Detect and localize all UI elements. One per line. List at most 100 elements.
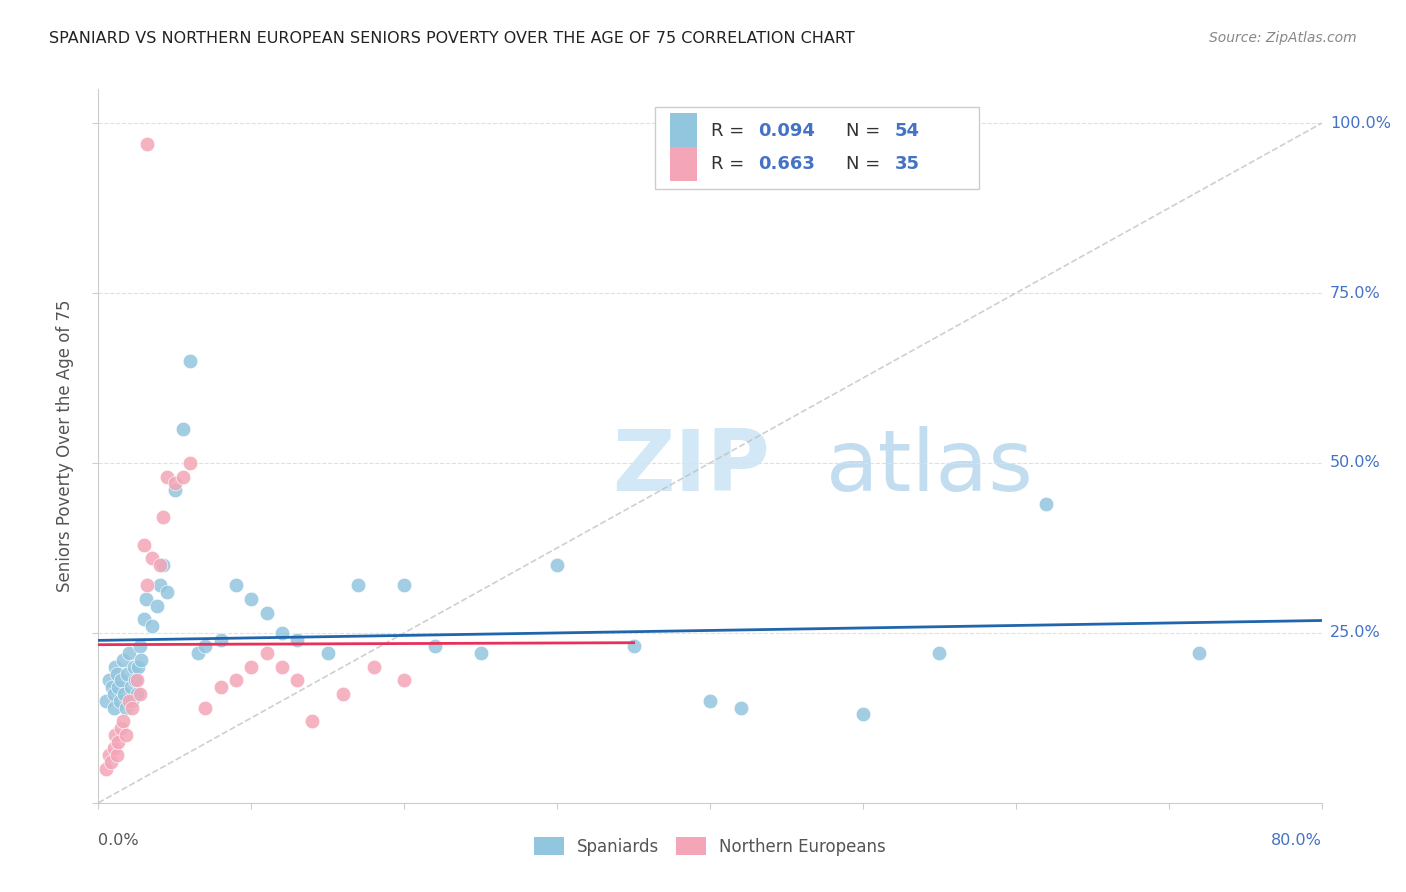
Point bbox=[136, 136, 159, 151]
Point bbox=[115, 700, 138, 714]
Point bbox=[105, 748, 128, 763]
Point bbox=[363, 660, 385, 674]
Point bbox=[94, 762, 117, 776]
Point bbox=[120, 680, 142, 694]
Point bbox=[101, 680, 124, 694]
Point bbox=[149, 578, 172, 592]
Point bbox=[104, 728, 127, 742]
Point bbox=[256, 606, 278, 620]
Point bbox=[111, 714, 134, 729]
Point bbox=[98, 748, 121, 763]
Text: 80.0%: 80.0% bbox=[1271, 833, 1322, 848]
Point bbox=[121, 700, 143, 714]
Text: ZIP: ZIP bbox=[612, 425, 770, 509]
Point bbox=[209, 680, 232, 694]
Point bbox=[225, 673, 247, 688]
Point bbox=[187, 646, 209, 660]
Point bbox=[179, 456, 201, 470]
Point bbox=[112, 687, 135, 701]
Point bbox=[103, 741, 125, 756]
Point bbox=[125, 687, 148, 701]
Point bbox=[156, 585, 179, 599]
Point bbox=[316, 646, 339, 660]
Point bbox=[129, 653, 152, 667]
Point bbox=[94, 694, 117, 708]
Point bbox=[699, 694, 721, 708]
Point bbox=[125, 673, 148, 688]
Text: 100.0%: 100.0% bbox=[1330, 116, 1391, 131]
Point bbox=[240, 660, 263, 674]
Point bbox=[103, 687, 125, 701]
Point bbox=[134, 612, 156, 626]
Point bbox=[134, 537, 156, 551]
Point bbox=[240, 591, 263, 606]
Point bbox=[256, 646, 278, 660]
Text: 0.0%: 0.0% bbox=[98, 833, 139, 848]
Text: R =: R = bbox=[711, 121, 751, 139]
Point bbox=[110, 673, 132, 688]
Point bbox=[145, 599, 167, 613]
FancyBboxPatch shape bbox=[669, 113, 696, 148]
Point bbox=[1188, 646, 1211, 660]
Point bbox=[110, 721, 132, 735]
Point bbox=[152, 558, 174, 572]
Point bbox=[136, 578, 159, 592]
Text: 0.663: 0.663 bbox=[758, 155, 814, 173]
Point bbox=[111, 653, 134, 667]
Point bbox=[730, 700, 752, 714]
Point bbox=[104, 660, 127, 674]
Point bbox=[118, 646, 141, 660]
Point bbox=[928, 646, 950, 660]
Point bbox=[285, 673, 308, 688]
Text: SPANIARD VS NORTHERN EUROPEAN SENIORS POVERTY OVER THE AGE OF 75 CORRELATION CHA: SPANIARD VS NORTHERN EUROPEAN SENIORS PO… bbox=[49, 31, 855, 46]
Text: 35: 35 bbox=[894, 155, 920, 173]
Text: 54: 54 bbox=[894, 121, 920, 139]
Point bbox=[105, 666, 128, 681]
Point bbox=[423, 640, 446, 654]
Point bbox=[301, 714, 323, 729]
Point bbox=[194, 700, 217, 714]
Point bbox=[156, 469, 179, 483]
Point bbox=[470, 646, 492, 660]
Text: 50.0%: 50.0% bbox=[1330, 456, 1381, 470]
Point bbox=[103, 700, 125, 714]
Point bbox=[172, 422, 194, 436]
Point bbox=[117, 666, 139, 681]
Point bbox=[152, 510, 174, 524]
Point bbox=[270, 660, 292, 674]
Point bbox=[128, 640, 150, 654]
Text: atlas: atlas bbox=[827, 425, 1035, 509]
Point bbox=[100, 755, 122, 769]
Text: N =: N = bbox=[846, 121, 886, 139]
Point bbox=[225, 578, 247, 592]
Point bbox=[108, 694, 131, 708]
Text: 0.094: 0.094 bbox=[758, 121, 814, 139]
Point bbox=[194, 640, 217, 654]
FancyBboxPatch shape bbox=[669, 147, 696, 181]
Point bbox=[209, 632, 232, 647]
Text: 75.0%: 75.0% bbox=[1330, 285, 1381, 301]
Point bbox=[107, 680, 129, 694]
Point bbox=[121, 694, 143, 708]
Point bbox=[392, 673, 416, 688]
Legend: Spaniards, Northern Europeans: Spaniards, Northern Europeans bbox=[527, 830, 893, 863]
Y-axis label: Seniors Poverty Over the Age of 75: Seniors Poverty Over the Age of 75 bbox=[56, 300, 75, 592]
Point bbox=[179, 354, 201, 368]
Point bbox=[347, 578, 370, 592]
Point bbox=[285, 632, 308, 647]
Point bbox=[852, 707, 875, 722]
Point bbox=[135, 591, 157, 606]
Point bbox=[107, 734, 129, 748]
Point bbox=[392, 578, 416, 592]
Text: N =: N = bbox=[846, 155, 886, 173]
FancyBboxPatch shape bbox=[655, 107, 979, 189]
Point bbox=[128, 687, 150, 701]
Point bbox=[122, 660, 145, 674]
Point bbox=[115, 728, 138, 742]
Point bbox=[149, 558, 172, 572]
Point bbox=[332, 687, 354, 701]
Point bbox=[124, 673, 146, 688]
Point bbox=[141, 551, 163, 566]
Text: R =: R = bbox=[711, 155, 751, 173]
Point bbox=[163, 483, 186, 498]
